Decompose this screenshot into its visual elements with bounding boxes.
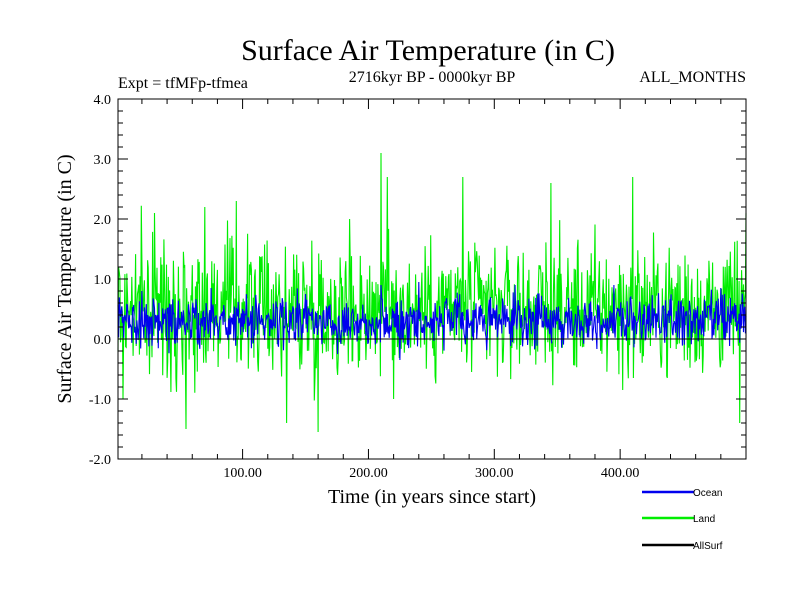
months-label: ALL_MONTHS (639, 69, 746, 86)
chart-title: Surface Air Temperature (in C) (241, 34, 615, 67)
y-tick-label: 0.0 (94, 333, 112, 348)
experiment-label: Expt = tfMFp-tfmea (118, 75, 248, 92)
y-axis-label: Surface Air Temperature (in C) (54, 154, 76, 403)
legend-label-ocean: Ocean (693, 488, 722, 499)
y-tick-label: 4.0 (94, 93, 112, 108)
plot-series (117, 152, 747, 433)
y-tick-label: -1.0 (89, 393, 111, 408)
x-axis-label: Time (in years since start) (328, 486, 536, 508)
time-range-label: 2716kyr BP - 0000kyr BP (349, 69, 516, 86)
x-tick-label: 300.00 (475, 466, 514, 481)
plot-frame (117, 98, 747, 460)
series-line-land (117, 152, 747, 433)
y-tick-label: 2.0 (94, 213, 112, 228)
axis-ticks (118, 98, 747, 460)
y-tick-labels: -2.0 -1.0 0.0 1.0 2.0 3.0 4.0 (89, 93, 111, 468)
legend: Ocean Land AllSurf (642, 488, 723, 552)
legend-label-land: Land (693, 514, 715, 525)
x-tick-label: 400.00 (601, 466, 640, 481)
series-line-ocean (117, 281, 747, 361)
x-tick-labels: 100.00 200.00 300.00 400.00 (223, 466, 639, 481)
y-tick-label: 1.0 (94, 273, 112, 288)
x-tick-label: 200.00 (349, 466, 388, 481)
legend-label-allsurf: AllSurf (693, 541, 723, 552)
y-tick-label: 3.0 (94, 153, 112, 168)
y-tick-label: -2.0 (89, 453, 111, 468)
x-tick-label: 100.00 (223, 466, 262, 481)
